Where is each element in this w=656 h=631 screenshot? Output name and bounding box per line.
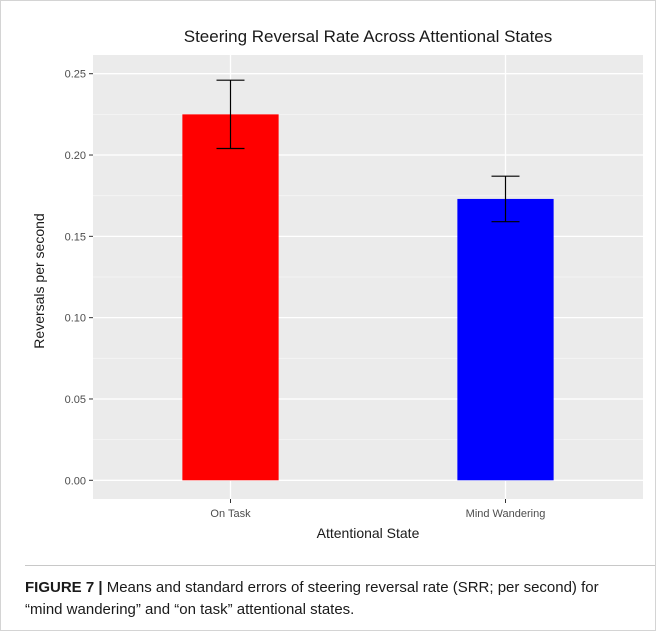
y-tick-label: 0.25 bbox=[65, 69, 86, 81]
x-tick-label: Mind Wandering bbox=[466, 508, 546, 520]
caption-label: FIGURE 7 | bbox=[25, 579, 103, 596]
chart-area: Steering Reversal Rate Across Attentiona… bbox=[1, 1, 656, 561]
y-tick-label: 0.05 bbox=[65, 394, 86, 406]
bar bbox=[182, 114, 279, 481]
caption-text: Means and standard errors of steering re… bbox=[25, 579, 599, 618]
caption-divider bbox=[25, 565, 655, 566]
bar-chart: 0.00 0.05 0.10 0.15 0.20 0.25 On Task Mind Wand… bbox=[65, 55, 643, 520]
y-tick-label: 0.00 bbox=[65, 475, 86, 487]
y-tick-label: 0.20 bbox=[65, 150, 86, 162]
y-tick-label: 0.15 bbox=[65, 231, 86, 243]
bar bbox=[457, 198, 554, 481]
chart-title: Steering Reversal Rate Across Attentiona… bbox=[183, 27, 553, 46]
x-axis-title: Attentional State bbox=[316, 525, 420, 541]
y-axis-title: Reversals per second bbox=[31, 213, 47, 349]
figure-caption: FIGURE 7 | Means and standard errors of … bbox=[25, 577, 625, 621]
y-tick-label: 0.10 bbox=[65, 313, 86, 325]
x-tick-label: On Task bbox=[210, 508, 251, 520]
